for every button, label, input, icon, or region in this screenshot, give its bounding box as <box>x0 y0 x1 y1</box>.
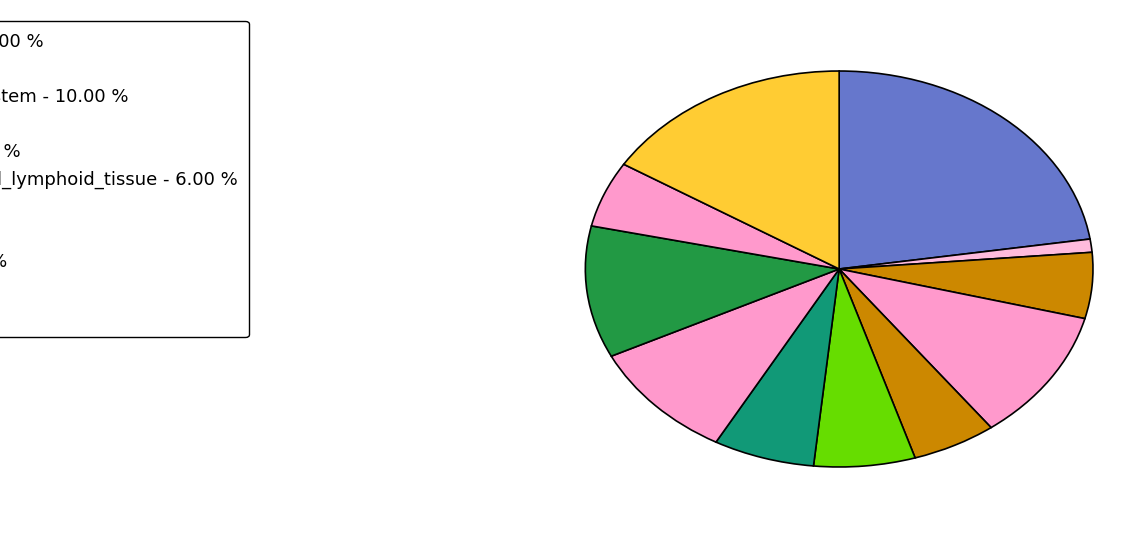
Wedge shape <box>839 71 1090 269</box>
Wedge shape <box>839 252 1093 318</box>
Wedge shape <box>611 269 839 442</box>
Legend: large_intestine - 21.00 %, lung - 15.00 %, central_nervous_system - 10.00 %, kid: large_intestine - 21.00 %, lung - 15.00 … <box>0 20 248 337</box>
Wedge shape <box>716 269 839 466</box>
Wedge shape <box>839 269 1085 428</box>
Wedge shape <box>592 164 839 269</box>
Wedge shape <box>624 71 839 269</box>
Wedge shape <box>839 269 991 458</box>
Wedge shape <box>839 239 1092 269</box>
Wedge shape <box>813 269 915 467</box>
Wedge shape <box>585 226 839 356</box>
